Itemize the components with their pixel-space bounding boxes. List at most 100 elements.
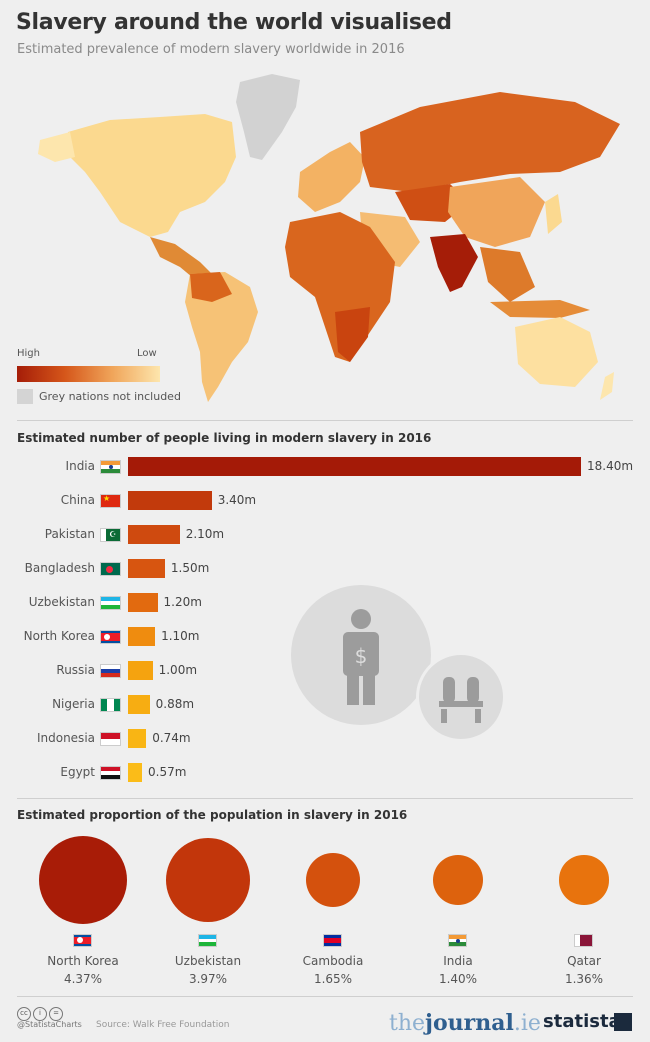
bar-indonesia [128,729,147,748]
map-indonesia [490,300,590,318]
svg-text:$: $ [355,644,368,668]
map-south-america [185,272,258,402]
divider-3 [17,996,633,997]
bubble-label-cambodia: Cambodia [302,954,364,968]
bubble-label-north-korea: North Korea [47,954,119,968]
flag-uzbekistan-icon [198,934,217,947]
map-southeast-asia [480,247,535,302]
bar-value-indonesia: 0.74m [152,731,191,745]
flag-indonesia-icon [100,732,121,746]
bubble-label-uzbekistan: Uzbekistan [174,954,242,968]
slavery-illustration: $ [291,585,431,725]
bar-row-indonesia: Indonesia 0.74m [0,729,650,749]
bar-label-indonesia: Indonesia [36,731,95,745]
flag-nigeria-icon [100,698,121,712]
map-japan [545,194,562,234]
footer-handle: @StatistaCharts [17,1020,82,1029]
flag-russia-icon [100,664,121,678]
cc-icon: cc [17,1007,31,1021]
legend-high-label: High [17,348,40,359]
legend-low-label: Low [137,348,157,359]
bubble-value-uzbekistan: 3.97% [188,972,228,986]
footer-source: Source: Walk Free Foundation [96,1020,230,1030]
bar-label-north-korea: North Korea [23,629,95,643]
statista-logo-mark [614,1013,632,1031]
bar-value-china: 3.40m [217,493,257,507]
by-icon: i [33,1007,47,1021]
bar-label-bangladesh: Bangladesh [24,561,95,575]
bar-russia [128,661,153,680]
bar-row-uzbekistan: Uzbekistan 1.20m [0,593,650,613]
bubble-value-qatar: 1.36% [564,972,604,986]
bar-row-nigeria: Nigeria 0.88m [0,695,650,715]
bar-india [128,457,581,476]
bar-row-russia: Russia 1.00m [0,661,650,681]
bar-label-india: India [65,459,95,473]
nd-icon: = [49,1007,63,1021]
map-central-america [150,237,212,282]
flag-north-korea-icon [73,934,92,947]
bubble-north-korea [39,836,127,924]
bubble-india [433,855,483,905]
bar-label-uzbekistan: Uzbekistan [28,595,95,609]
legend-grey-label: Grey nations not included [39,390,181,403]
map-china [448,177,545,247]
bubble-qatar [559,855,609,905]
world-map [38,74,620,402]
map-alaska-canada [38,132,75,162]
bar-pakistan [128,525,180,544]
flag-india-icon [448,934,467,947]
bar-section-title: Estimated number of people living in mod… [17,431,432,445]
flag-egypt-icon [100,766,121,780]
bar-row-north-korea: North Korea 1.10m [0,627,650,647]
flag-cambodia-icon [323,934,342,947]
legend-color-scale [17,366,160,382]
flag-india-icon [100,460,121,474]
bar-value-north-korea: 1.10m [161,629,200,643]
divider-2 [17,798,633,799]
bubble-value-north-korea: 4.37% [63,972,103,986]
thejournal-logo: thejournal.ie [389,1010,541,1036]
page-subtitle: Estimated prevalence of modern slavery w… [17,42,405,57]
flag-pakistan-icon: ☪ [100,528,121,542]
chained-hands-illustration [416,652,506,742]
flag-uzbekistan-icon [100,596,121,610]
divider-1 [17,420,633,421]
bubble-cambodia [305,852,361,908]
page-title: Slavery around the world visualised [16,10,452,35]
bar-value-india: 18.40m [587,459,634,473]
bubble-label-india: India [443,954,473,968]
map-greenland [236,74,300,160]
bar-value-bangladesh: 1.50m [170,561,210,575]
bar-value-russia: 1.00m [158,663,198,677]
bar-row-bangladesh: Bangladesh 1.50m [0,559,650,579]
bar-value-uzbekistan: 1.20m [163,595,202,609]
thejournal-main: journal [425,1010,514,1036]
map-europe [298,142,365,212]
thejournal-suffix: .ie [513,1011,541,1036]
thejournal-prefix: the [389,1011,426,1036]
map-africa-south [335,307,370,362]
map-india [430,234,478,292]
map-australia [515,317,598,387]
map-south-america-north [190,272,232,302]
bar-nigeria [128,695,150,714]
bar-value-egypt: 0.57m [148,765,187,779]
bar-uzbekistan [128,593,158,612]
bubble-section-title: Estimated proportion of the population i… [17,808,408,822]
bar-label-nigeria: Nigeria [52,697,95,711]
bar-label-russia: Russia [56,663,95,677]
bar-label-china: China [60,493,95,507]
bar-value-pakistan: 2.10m [185,527,225,541]
map-north-america [68,114,236,237]
bar-row-pakistan: Pakistan ☪ 2.10m [0,525,650,545]
flag-north-korea-icon [100,630,121,644]
license-icons: cc i = [17,1000,65,1021]
bar-north-korea [128,627,156,646]
bar-china [128,491,212,510]
bar-bangladesh [128,559,165,578]
flag-qatar-icon [574,934,593,947]
chained-hands-icon [439,677,483,723]
map-russia [360,92,620,192]
bar-row-india: India 18.40m [0,457,650,477]
